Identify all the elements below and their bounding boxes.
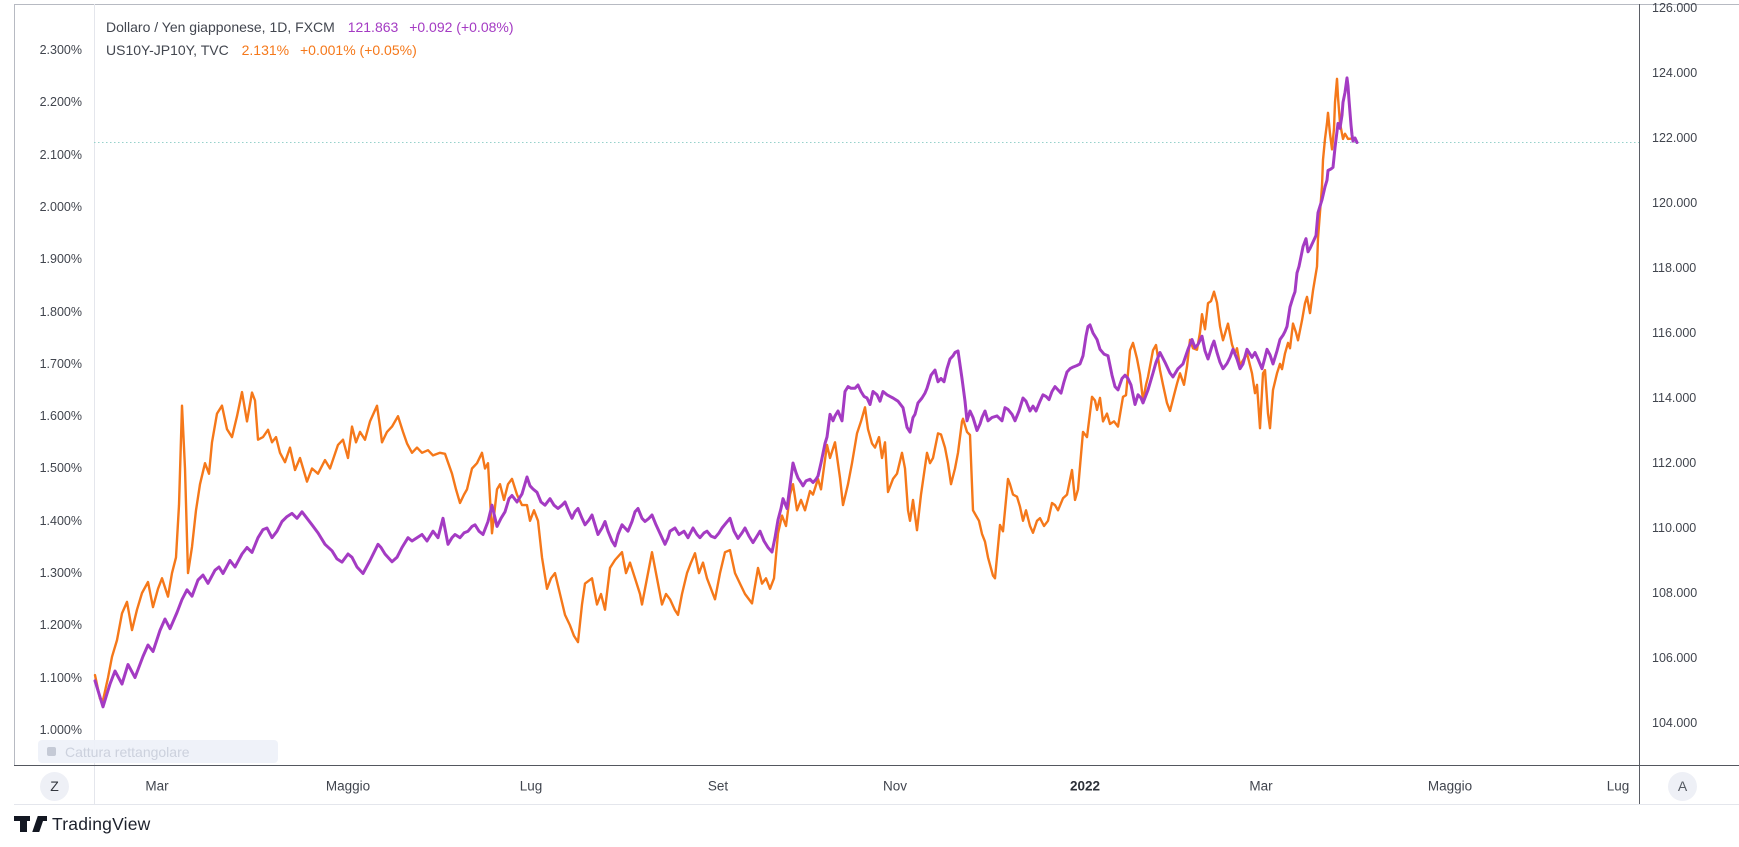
time-scale-separator xyxy=(14,765,1739,766)
tradingview-logo-icon[interactable] xyxy=(14,816,47,833)
price-tick-label: 120.000 xyxy=(1652,196,1698,210)
price-tick-label: 1.100% xyxy=(39,671,82,685)
time-tick-label: Mar xyxy=(1249,778,1273,794)
left-scale-separator xyxy=(94,4,95,804)
price-tick-label: 2.100% xyxy=(39,148,82,162)
price-tick-label: 1.300% xyxy=(39,566,82,580)
price-tick-label: 110.000 xyxy=(1652,521,1697,535)
price-tick-label: 1.800% xyxy=(39,305,82,319)
chart-frame-left-border xyxy=(14,4,15,765)
price-tick-label: 126.000 xyxy=(1652,1,1698,15)
spread-line[interactable] xyxy=(93,77,1355,702)
right-scale-separator xyxy=(1639,4,1640,804)
price-tick-label: 1.400% xyxy=(39,514,82,528)
time-tick-label: Set xyxy=(707,778,729,794)
price-tick-label: 1.000% xyxy=(39,723,82,737)
legend-value-spread: 2.131% xyxy=(241,42,290,58)
capture-hint-label: Cattura rettangolare xyxy=(65,743,190,760)
time-scale[interactable]: Mar Maggio Lug Set Nov 2022 Mar Maggio Lug xyxy=(0,766,1739,804)
right-price-scale[interactable]: 126.000 124.000 122.000 120.000 118.000 116.0… xyxy=(1652,0,1739,765)
price-tick-label: 2.200% xyxy=(39,95,82,109)
time-tick-label: Maggio xyxy=(1427,778,1473,794)
price-tick-label: 122.000 xyxy=(1652,131,1698,145)
price-tick-label: 2.300% xyxy=(39,43,82,57)
price-tick-label: 104.000 xyxy=(1652,716,1698,730)
time-tick-label: Lug xyxy=(1606,778,1630,794)
legend-series-spread[interactable]: US10Y-JP10Y, TVC 2.131% +0.001% (+0.05%) xyxy=(106,39,514,62)
tradingview-logo-text[interactable]: TradingView xyxy=(52,814,151,834)
time-tick-label: Maggio xyxy=(325,778,371,794)
timezone-button[interactable]: Z xyxy=(40,772,69,801)
price-tick-label: 118.000 xyxy=(1652,261,1697,275)
legend-change-usdjpy: +0.092 (+0.08%) xyxy=(409,19,514,35)
auto-scale-button[interactable]: A xyxy=(1668,772,1697,801)
time-scale-bottom-border xyxy=(14,804,1739,805)
price-tick-label: 108.000 xyxy=(1652,586,1698,600)
footer: TradingView xyxy=(14,814,151,835)
price-tick-label: 1.700% xyxy=(39,357,82,371)
price-tick-label: 1.200% xyxy=(39,618,82,632)
price-tick-label: 112.000 xyxy=(1652,456,1697,470)
capture-hint: Cattura rettangolare xyxy=(38,740,278,763)
left-price-scale[interactable]: 2.300% 2.200% 2.100% 2.000% 1.900% 1.800% 1.70… xyxy=(0,0,82,765)
legend-series-usdjpy[interactable]: Dollaro / Yen giapponese, 1D, FXCM 121.8… xyxy=(106,16,514,39)
price-tick-label: 2.000% xyxy=(39,200,82,214)
time-tick-label: Nov xyxy=(882,778,908,794)
price-tick-label: 1.500% xyxy=(39,461,82,475)
price-tick-label: 1.600% xyxy=(39,409,82,423)
time-tick-label: Lug xyxy=(519,778,543,794)
time-tick-label: Mar xyxy=(145,778,169,794)
capture-icon xyxy=(47,747,56,756)
price-tick-label: 106.000 xyxy=(1652,651,1698,665)
price-tick-label: 116.000 xyxy=(1652,326,1697,340)
price-tick-label: 124.000 xyxy=(1652,66,1698,80)
legend-change-spread: +0.001% (+0.05%) xyxy=(299,42,417,58)
legend-title-spread: US10Y-JP10Y, TVC xyxy=(106,42,229,58)
chart-frame-top-border xyxy=(14,4,1739,5)
legend-value-usdjpy: 121.863 xyxy=(347,19,399,35)
usdjpy-line[interactable] xyxy=(93,76,1359,709)
price-tick-label: 1.900% xyxy=(39,252,82,266)
price-tick-label: 114.000 xyxy=(1652,391,1697,405)
time-tick-label: 2022 xyxy=(1069,778,1101,794)
legend-title-usdjpy: Dollaro / Yen giapponese, 1D, FXCM xyxy=(106,19,335,35)
legend: Dollaro / Yen giapponese, 1D, FXCM 121.8… xyxy=(106,16,514,62)
